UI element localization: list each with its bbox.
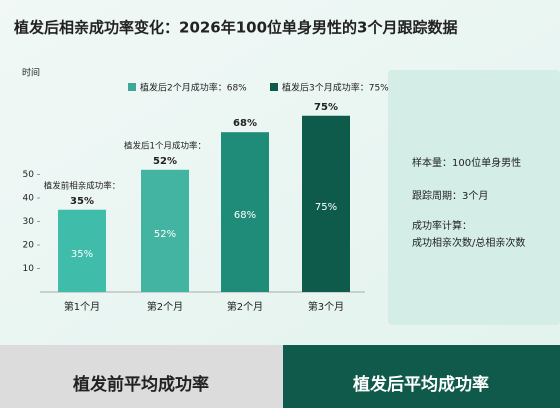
bar (302, 115, 350, 292)
bar-annotation: 植发前相亲成功率： (44, 180, 121, 191)
footer-right (283, 345, 560, 408)
info-panel (388, 70, 560, 325)
x-tick-label: 第1个月 (64, 300, 100, 313)
legend-swatch (270, 83, 278, 91)
bar-inner-label: 75% (315, 202, 337, 213)
y-tick-label: 30 (23, 217, 35, 227)
value-label: 68% (233, 118, 257, 129)
bar (141, 169, 189, 292)
info-text: 成功相亲次数/总相亲次数 (412, 236, 525, 249)
x-tick-label: 第2个月 (227, 300, 263, 313)
y-axis-label: 时间 (22, 67, 40, 79)
value-label: 75% (314, 102, 338, 113)
footer-label: 植发前平均成功率 (73, 374, 209, 395)
value-label: 35% (70, 196, 94, 207)
footer-label: 植发后平均成功率 (353, 374, 489, 395)
bar-inner-label: 68% (234, 210, 256, 221)
bar (221, 132, 269, 292)
y-tick-label: 10 (23, 264, 35, 274)
y-tick-label: 50 (23, 170, 35, 180)
y-tick-label: 40 (23, 194, 35, 204)
chart-title: 植发后相亲成功率变化：2026年100位单身男性的3个月跟踪数据 (14, 19, 458, 37)
value-label: 52% (153, 156, 177, 167)
info-text: 样本量：100位单身男性 (412, 156, 521, 169)
info-text: 成功率计算： (412, 219, 472, 232)
legend-swatch (128, 83, 136, 91)
legend-label: 植发后3个月成功率：75% (282, 82, 389, 94)
bar (58, 209, 106, 292)
bar-annotation: 植发后1个月成功率： (124, 140, 206, 151)
legend-label: 植发后2个月成功率：68% (140, 82, 247, 94)
x-tick-label: 第3个月 (308, 300, 344, 313)
bar-inner-label: 35% (71, 249, 93, 260)
bar-inner-label: 52% (154, 229, 176, 240)
x-tick-label: 第2个月 (147, 300, 183, 313)
y-tick-label: 20 (23, 241, 35, 251)
footer-left (0, 345, 283, 408)
info-text: 跟踪周期：3个月 (412, 189, 488, 202)
